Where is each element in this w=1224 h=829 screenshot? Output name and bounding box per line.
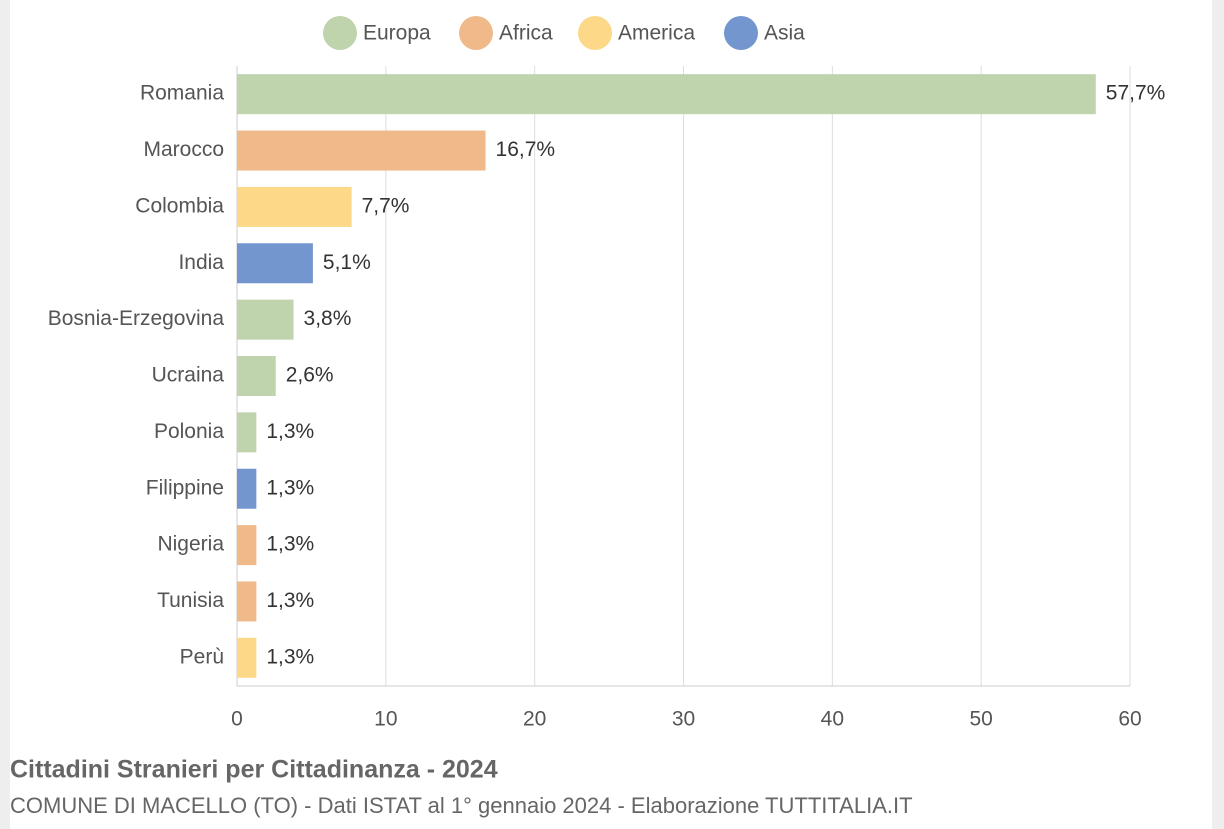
y-tick-label: India <box>178 251 224 274</box>
bar <box>237 186 352 227</box>
y-tick-label: Tunisia <box>157 589 224 612</box>
y-tick-label: Ucraina <box>152 364 225 387</box>
bar <box>237 412 257 453</box>
x-tick-label: 40 <box>821 708 844 731</box>
y-tick-label: Marocco <box>143 138 224 161</box>
legend-marker <box>724 16 758 50</box>
data-label: 16,7% <box>496 138 556 161</box>
bar <box>237 637 257 678</box>
x-tick-label: 50 <box>969 708 992 731</box>
y-tick-label: Colombia <box>135 194 224 217</box>
data-label: 5,1% <box>323 251 371 274</box>
bar <box>237 74 1096 115</box>
x-tick-label: 0 <box>231 708 243 731</box>
x-tick-label: 30 <box>672 708 695 731</box>
data-label: 57,7% <box>1106 82 1166 105</box>
y-tick-label: Polonia <box>154 420 224 443</box>
data-label: 3,8% <box>304 307 352 330</box>
legend-marker <box>459 16 493 50</box>
chart-background <box>10 0 1212 829</box>
chart-title: Cittadini Stranieri per Cittadinanza - 2… <box>10 756 498 784</box>
chart-subtitle: COMUNE DI MACELLO (TO) - Dati ISTAT al 1… <box>10 793 913 818</box>
data-label: 1,3% <box>266 533 314 556</box>
legend-marker <box>323 16 357 50</box>
y-tick-label: Bosnia-Erzegovina <box>48 307 225 330</box>
legend-label: Asia <box>764 22 805 45</box>
legend-label: Europa <box>363 22 431 45</box>
data-label: 2,6% <box>286 364 334 387</box>
bar <box>237 243 313 284</box>
x-tick-label: 10 <box>374 708 397 731</box>
y-tick-label: Filippine <box>146 476 224 499</box>
x-tick-label: 60 <box>1118 708 1141 731</box>
bar <box>237 356 276 396</box>
bar <box>237 299 294 340</box>
legend-label: Africa <box>499 22 553 45</box>
bar <box>237 581 257 622</box>
x-tick-label: 20 <box>523 708 546 731</box>
bar <box>237 130 486 171</box>
bar <box>237 468 257 509</box>
data-label: 1,3% <box>266 645 314 668</box>
data-label: 1,3% <box>266 476 314 499</box>
data-label: 1,3% <box>266 420 314 443</box>
data-label: 7,7% <box>362 194 410 217</box>
legend-marker <box>578 16 612 50</box>
data-label: 1,3% <box>266 589 314 612</box>
bar <box>237 525 257 566</box>
legend-label: America <box>618 22 695 45</box>
y-tick-label: Nigeria <box>157 533 224 556</box>
y-tick-label: Romania <box>140 82 224 105</box>
y-tick-label: Perù <box>180 645 224 668</box>
